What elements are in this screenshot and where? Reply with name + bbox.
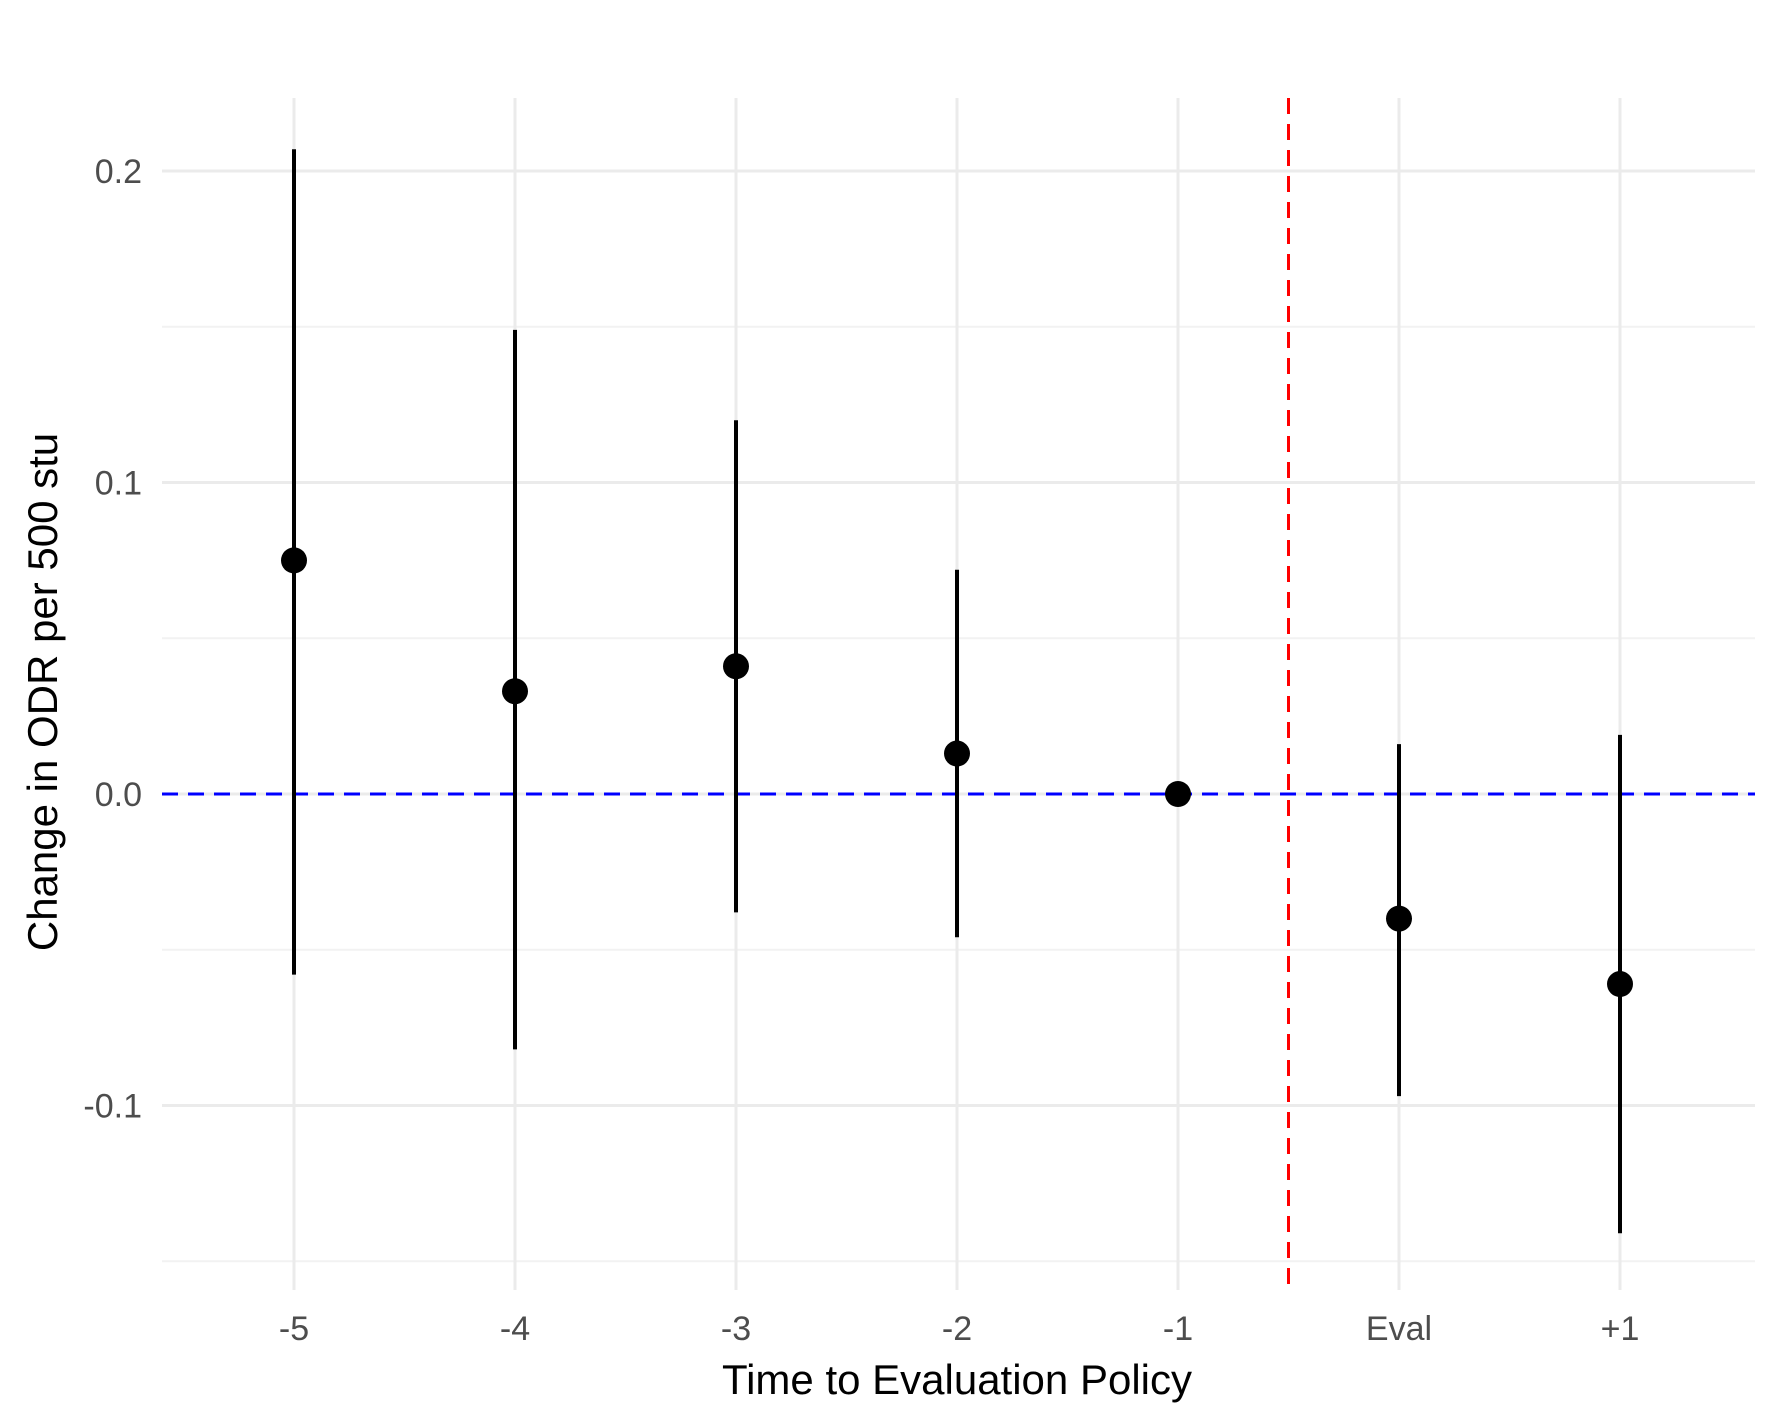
y-tick-label: 0.1 bbox=[95, 465, 142, 503]
y-tick-label: 0.2 bbox=[95, 153, 142, 191]
x-tick-label: -3 bbox=[721, 1310, 751, 1348]
x-axis-title: Time to Evaluation Policy bbox=[722, 1356, 1192, 1403]
estimate-point bbox=[723, 653, 749, 680]
x-tick-label: -5 bbox=[279, 1310, 309, 1348]
tick-labels: 0.2 0.1 0.0 -0.1 -5 -4 -3 -2 -1 Eval +1 bbox=[83, 153, 1639, 1348]
y-tick-label: -0.1 bbox=[83, 1088, 142, 1126]
estimate-point bbox=[502, 678, 528, 705]
x-tick-label: -4 bbox=[500, 1310, 530, 1348]
estimate-point bbox=[944, 740, 970, 767]
estimate-point bbox=[1165, 781, 1191, 807]
x-tick-label: Eval bbox=[1366, 1310, 1432, 1348]
x-tick-label: -2 bbox=[942, 1310, 972, 1348]
estimate-point bbox=[1607, 971, 1633, 998]
x-tick-label: +1 bbox=[1601, 1310, 1640, 1348]
estimate-point bbox=[281, 547, 307, 574]
data-marks bbox=[281, 149, 1633, 1234]
y-tick-label: 0.0 bbox=[95, 776, 142, 814]
y-axis-title: Change in ODR per 500 stu bbox=[19, 433, 66, 951]
reference-lines bbox=[162, 98, 1755, 1290]
estimate-point bbox=[1386, 905, 1412, 932]
x-tick-label: -1 bbox=[1163, 1310, 1193, 1348]
